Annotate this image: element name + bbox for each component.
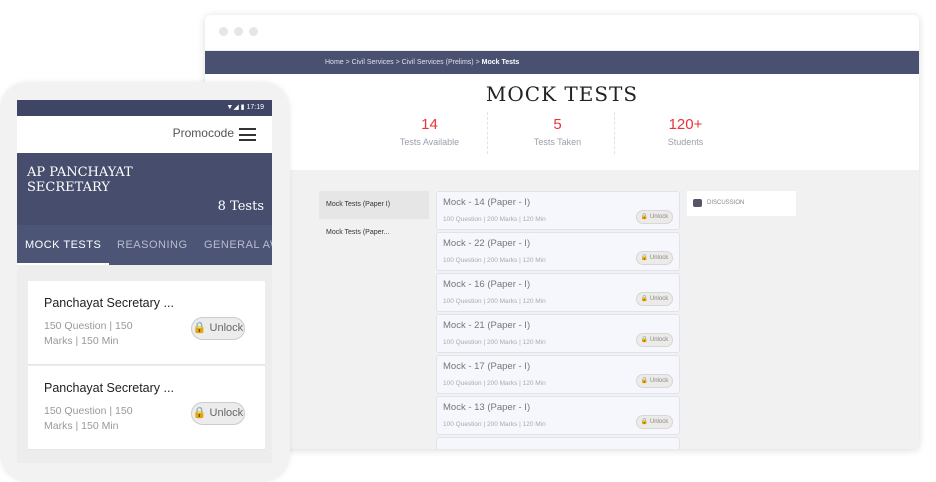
test-card[interactable]: Mock - 16 (Paper - I) 100 Question | 200 … (436, 273, 680, 312)
test-card[interactable]: Mock - 21 (Paper - I) 100 Question | 200 … (436, 314, 680, 353)
promocode-link[interactable]: Promocode (172, 126, 234, 140)
unlock-button[interactable]: 🔒 Unlock (191, 402, 245, 425)
browser-window: Home > Civil Services > Civil Services (… (205, 15, 919, 449)
unlock-button[interactable]: 🔒 Unlock (636, 374, 673, 388)
title-bar (205, 15, 919, 51)
test-card[interactable] (436, 437, 680, 449)
stat-tests-available: 14 Tests Available (366, 106, 493, 156)
menu-item-paper-1[interactable]: Mock Tests (Paper I) (319, 191, 429, 219)
test-meta: 100 Question | 200 Marks | 120 Min (443, 380, 546, 387)
stat-label: Tests Taken (533, 137, 582, 147)
exam-title: AP PANCHAYAT SECRETARY (27, 165, 133, 195)
tab-general-awareness[interactable]: GENERAL AW (204, 239, 272, 251)
window-dot[interactable] (249, 27, 258, 36)
app-bar: Promocode (17, 116, 272, 153)
crumb-prelims[interactable]: Civil Services (Prelims) (401, 59, 474, 66)
stat-label: Tests Available (399, 137, 460, 147)
test-title: Panchayat Secretary ... (44, 296, 174, 310)
test-title: Mock - 17 (Paper - I) (443, 361, 531, 372)
window-dot[interactable] (219, 27, 228, 36)
exam-header: AP PANCHAYAT SECRETARY 8 Tests (17, 153, 272, 225)
tab-reasoning[interactable]: REASONING (117, 239, 188, 251)
stat-value: 120+ (668, 116, 703, 133)
tab-mock-tests[interactable]: MOCK TESTS (17, 225, 110, 265)
test-meta: 100 Question | 200 Marks | 120 Min (443, 257, 546, 264)
page-header: MOCK TESTS 14 Tests Available 5 Tests Take… (205, 74, 919, 170)
test-meta: 100 Question | 200 Marks | 120 Min (443, 298, 546, 305)
menu-item-paper-2[interactable]: Mock Tests (Paper... (326, 229, 390, 236)
menu-icon[interactable] (239, 128, 256, 141)
discussion-icon (693, 199, 702, 207)
test-title: Mock - 22 (Paper - I) (443, 238, 531, 249)
window-dot[interactable] (234, 27, 243, 36)
test-meta: 100 Question | 200 Marks | 120 Min (443, 216, 546, 223)
test-meta: 100 Question | 200 Marks | 120 Min (443, 421, 546, 428)
test-card[interactable]: Mock - 13 (Paper - I) 100 Question | 200 … (436, 396, 680, 435)
page-title: MOCK TESTS (485, 82, 639, 106)
test-card[interactable]: Mock - 22 (Paper - I) 100 Question | 200 … (436, 232, 680, 271)
unlock-button[interactable]: 🔒 Unlock (636, 333, 673, 347)
breadcrumb: Home > Civil Services > Civil Services (… (205, 51, 919, 74)
unlock-button[interactable]: 🔒 Unlock (636, 251, 673, 265)
test-card[interactable]: Panchayat Secretary ... 150 Question | 1… (28, 281, 265, 365)
unlock-button[interactable]: 🔒 Unlock (191, 317, 245, 340)
test-title: Mock - 16 (Paper - I) (443, 279, 531, 290)
test-card[interactable]: Mock - 14 (Paper - I) 100 Question | 200 … (436, 191, 680, 230)
test-meta: 150 Question | 150 Marks | 150 Min (44, 405, 133, 432)
divider (614, 112, 615, 154)
status-bar: ▼◢ ▮ 17:19 (17, 100, 272, 116)
stat-value: 14 (421, 116, 438, 133)
test-card[interactable]: Panchayat Secretary ... 150 Question | 1… (28, 366, 265, 450)
discussion-button[interactable]: DISCUSSION (687, 191, 796, 216)
stat-tests-taken: 5 Tests Taken (494, 106, 621, 156)
test-category-menu: Mock Tests (Paper I) Mock Tests (Paper..… (319, 191, 429, 247)
unlock-button[interactable]: 🔒 Unlock (636, 210, 673, 224)
crumb-civil-services[interactable]: Civil Services (351, 59, 394, 66)
test-meta: 100 Question | 200 Marks | 120 Min (443, 339, 546, 346)
unlock-button[interactable]: 🔒 Unlock (636, 292, 673, 306)
divider (487, 112, 488, 154)
unlock-button[interactable]: 🔒 Unlock (636, 415, 673, 429)
tab-bar: MOCK TESTS REASONING GENERAL AW (17, 225, 272, 265)
test-card[interactable]: Mock - 17 (Paper - I) 100 Question | 200 … (436, 355, 680, 394)
crumb-home[interactable]: Home (325, 59, 344, 66)
test-count: 8 Tests (217, 199, 264, 214)
discussion-label: DISCUSSION (707, 200, 745, 206)
stat-value: 5 (553, 116, 562, 133)
test-title: Panchayat Secretary ... (44, 381, 174, 395)
stat-students: 120+ Students (622, 106, 749, 156)
test-title: Mock - 14 (Paper - I) (443, 197, 531, 208)
test-meta: 150 Question | 150 Marks | 150 Min (44, 320, 133, 347)
crumb-current: Mock Tests (481, 59, 520, 66)
stat-label: Students (667, 137, 704, 147)
test-title: Mock - 13 (Paper - I) (443, 402, 531, 413)
test-title: Mock - 21 (Paper - I) (443, 320, 531, 331)
phone-screen: ▼◢ ▮ 17:19 Promocode AP PANCHAYAT SECRET… (17, 100, 272, 463)
